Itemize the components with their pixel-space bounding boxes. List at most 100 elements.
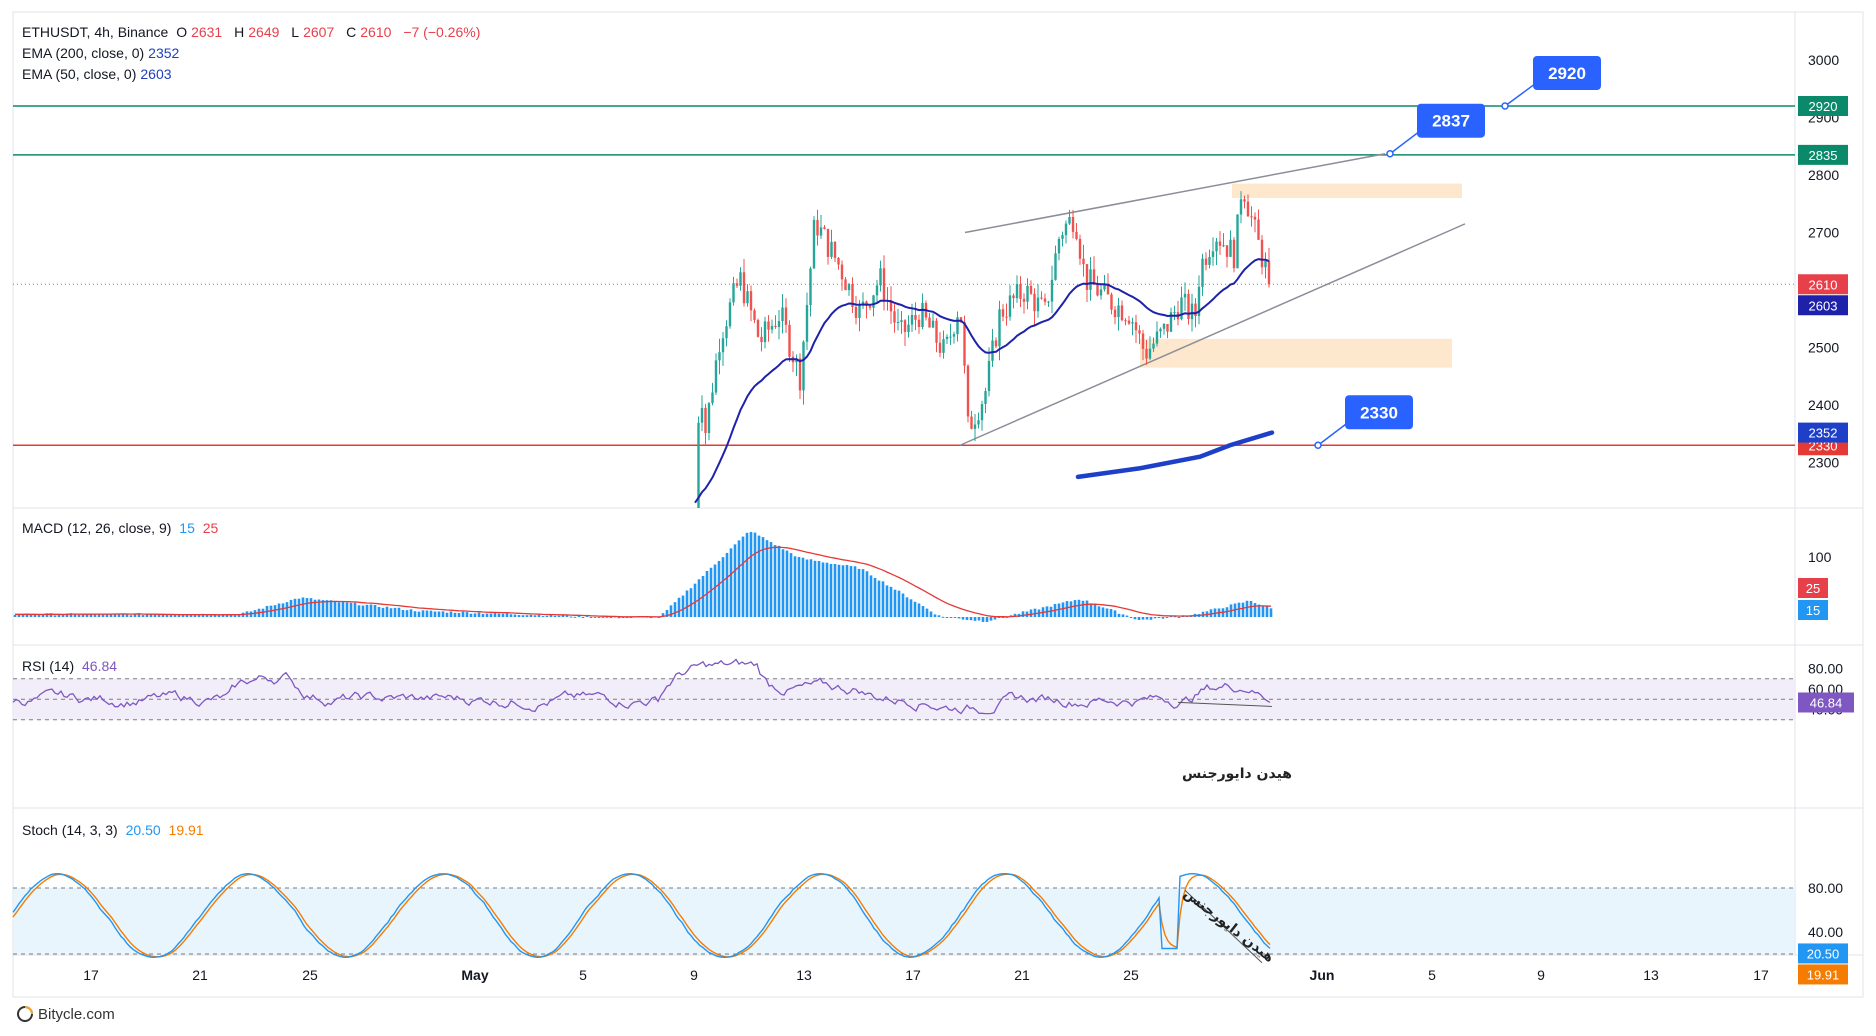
candle bbox=[1183, 282, 1187, 311]
macd-bar bbox=[529, 614, 533, 617]
level-tag-label: 2920 bbox=[1809, 99, 1838, 114]
price-change: −7 (−0.26%) bbox=[403, 24, 481, 40]
stoch-tag-bg bbox=[1798, 964, 1848, 985]
macd-bar bbox=[1021, 611, 1025, 617]
candle-body bbox=[910, 314, 914, 325]
macd-bar bbox=[33, 614, 37, 617]
macd-bar bbox=[1061, 602, 1065, 617]
candle bbox=[900, 311, 903, 334]
candle bbox=[1082, 244, 1085, 277]
candle bbox=[1145, 340, 1148, 365]
ohlc-high: H 2649 bbox=[234, 24, 280, 40]
candle bbox=[735, 278, 739, 288]
macd-bar bbox=[1137, 617, 1141, 620]
candle-body bbox=[1243, 199, 1246, 202]
macd-bar bbox=[49, 613, 53, 617]
stoch-legend: Stoch (14, 3, 3) 20.50 19.91 bbox=[22, 822, 204, 838]
macd-bar bbox=[625, 616, 629, 618]
macd-bar bbox=[649, 617, 653, 618]
candle bbox=[1201, 253, 1204, 296]
macd-bar bbox=[717, 560, 721, 617]
x-tick-label: May bbox=[461, 967, 488, 983]
candle-body bbox=[711, 392, 714, 404]
candle-body bbox=[875, 285, 879, 296]
macd-bar bbox=[1177, 617, 1181, 618]
macd-bar bbox=[1253, 603, 1257, 617]
candle-body bbox=[1103, 283, 1106, 290]
candle-body bbox=[739, 272, 742, 286]
ema200-line bbox=[1075, 430, 1275, 480]
macd-bar bbox=[601, 616, 605, 618]
candle-body bbox=[1036, 297, 1040, 312]
candle-body bbox=[1152, 343, 1155, 349]
candle bbox=[1173, 305, 1176, 321]
macd-bar bbox=[393, 607, 397, 617]
candle bbox=[1141, 329, 1145, 361]
macd-bar bbox=[461, 611, 465, 617]
macd-histogram bbox=[13, 532, 1273, 622]
candle bbox=[945, 334, 949, 345]
candle bbox=[1057, 236, 1061, 261]
macd-bar bbox=[353, 602, 357, 617]
candle-body bbox=[714, 360, 718, 393]
candle bbox=[1246, 194, 1250, 217]
macd-bar bbox=[509, 614, 513, 617]
macd-bar bbox=[161, 614, 165, 617]
macd-bar bbox=[185, 614, 189, 617]
candle-body bbox=[1208, 256, 1211, 265]
macd-bar bbox=[1089, 603, 1093, 617]
candle bbox=[812, 216, 816, 269]
candle bbox=[1078, 234, 1082, 265]
candle-body bbox=[753, 310, 756, 320]
macd-bar bbox=[617, 617, 621, 619]
candle bbox=[756, 318, 760, 338]
macd-bar bbox=[1161, 617, 1165, 619]
macd-bar bbox=[569, 616, 573, 618]
callout-anchor bbox=[1314, 441, 1322, 449]
candle bbox=[879, 260, 882, 292]
candle bbox=[1022, 293, 1026, 314]
macd-bar bbox=[1057, 603, 1061, 617]
candle-body bbox=[732, 283, 735, 303]
y-tick-label: 2500 bbox=[1808, 340, 1839, 356]
candle bbox=[770, 319, 774, 334]
macd-bar bbox=[213, 614, 217, 617]
candle bbox=[1029, 280, 1033, 295]
macd-bar bbox=[845, 564, 849, 617]
macd-tag-bg bbox=[1798, 600, 1828, 620]
candle-body bbox=[1124, 320, 1127, 322]
candle bbox=[1225, 245, 1229, 268]
rsi-line bbox=[12, 658, 1271, 715]
macd-bar bbox=[41, 614, 45, 617]
candle bbox=[700, 395, 704, 432]
candle bbox=[694, 512, 696, 522]
macd-bar bbox=[233, 615, 237, 617]
macd-bar bbox=[709, 567, 713, 617]
candle-body bbox=[1169, 312, 1173, 332]
candle-body bbox=[1201, 258, 1204, 287]
candle-body bbox=[777, 321, 781, 328]
macd-bar bbox=[205, 614, 209, 617]
macd-bar bbox=[1165, 617, 1169, 618]
price-tag-2610: 2610 bbox=[1798, 274, 1848, 295]
callout-box bbox=[1417, 103, 1485, 138]
candle-body bbox=[704, 407, 707, 434]
macd-tag-label: 25 bbox=[1806, 581, 1820, 596]
macd-bar bbox=[1077, 599, 1081, 617]
macd-bar bbox=[29, 614, 33, 617]
candle bbox=[1047, 300, 1050, 307]
macd-bar bbox=[873, 577, 877, 617]
candle bbox=[1187, 289, 1190, 325]
macd-bar bbox=[901, 593, 905, 617]
macd-legend: MACD (12, 26, close, 9) 15 25 bbox=[22, 520, 219, 536]
macd-bar bbox=[1033, 608, 1037, 617]
candle bbox=[1155, 321, 1159, 347]
rsi-legend: RSI (14) 46.84 bbox=[22, 658, 118, 674]
candle bbox=[1232, 237, 1236, 273]
candle bbox=[1015, 275, 1019, 303]
macd-bar bbox=[429, 610, 433, 617]
ema200-value: 2352 bbox=[148, 45, 180, 61]
macd-bar bbox=[693, 583, 697, 617]
candle bbox=[938, 332, 942, 358]
